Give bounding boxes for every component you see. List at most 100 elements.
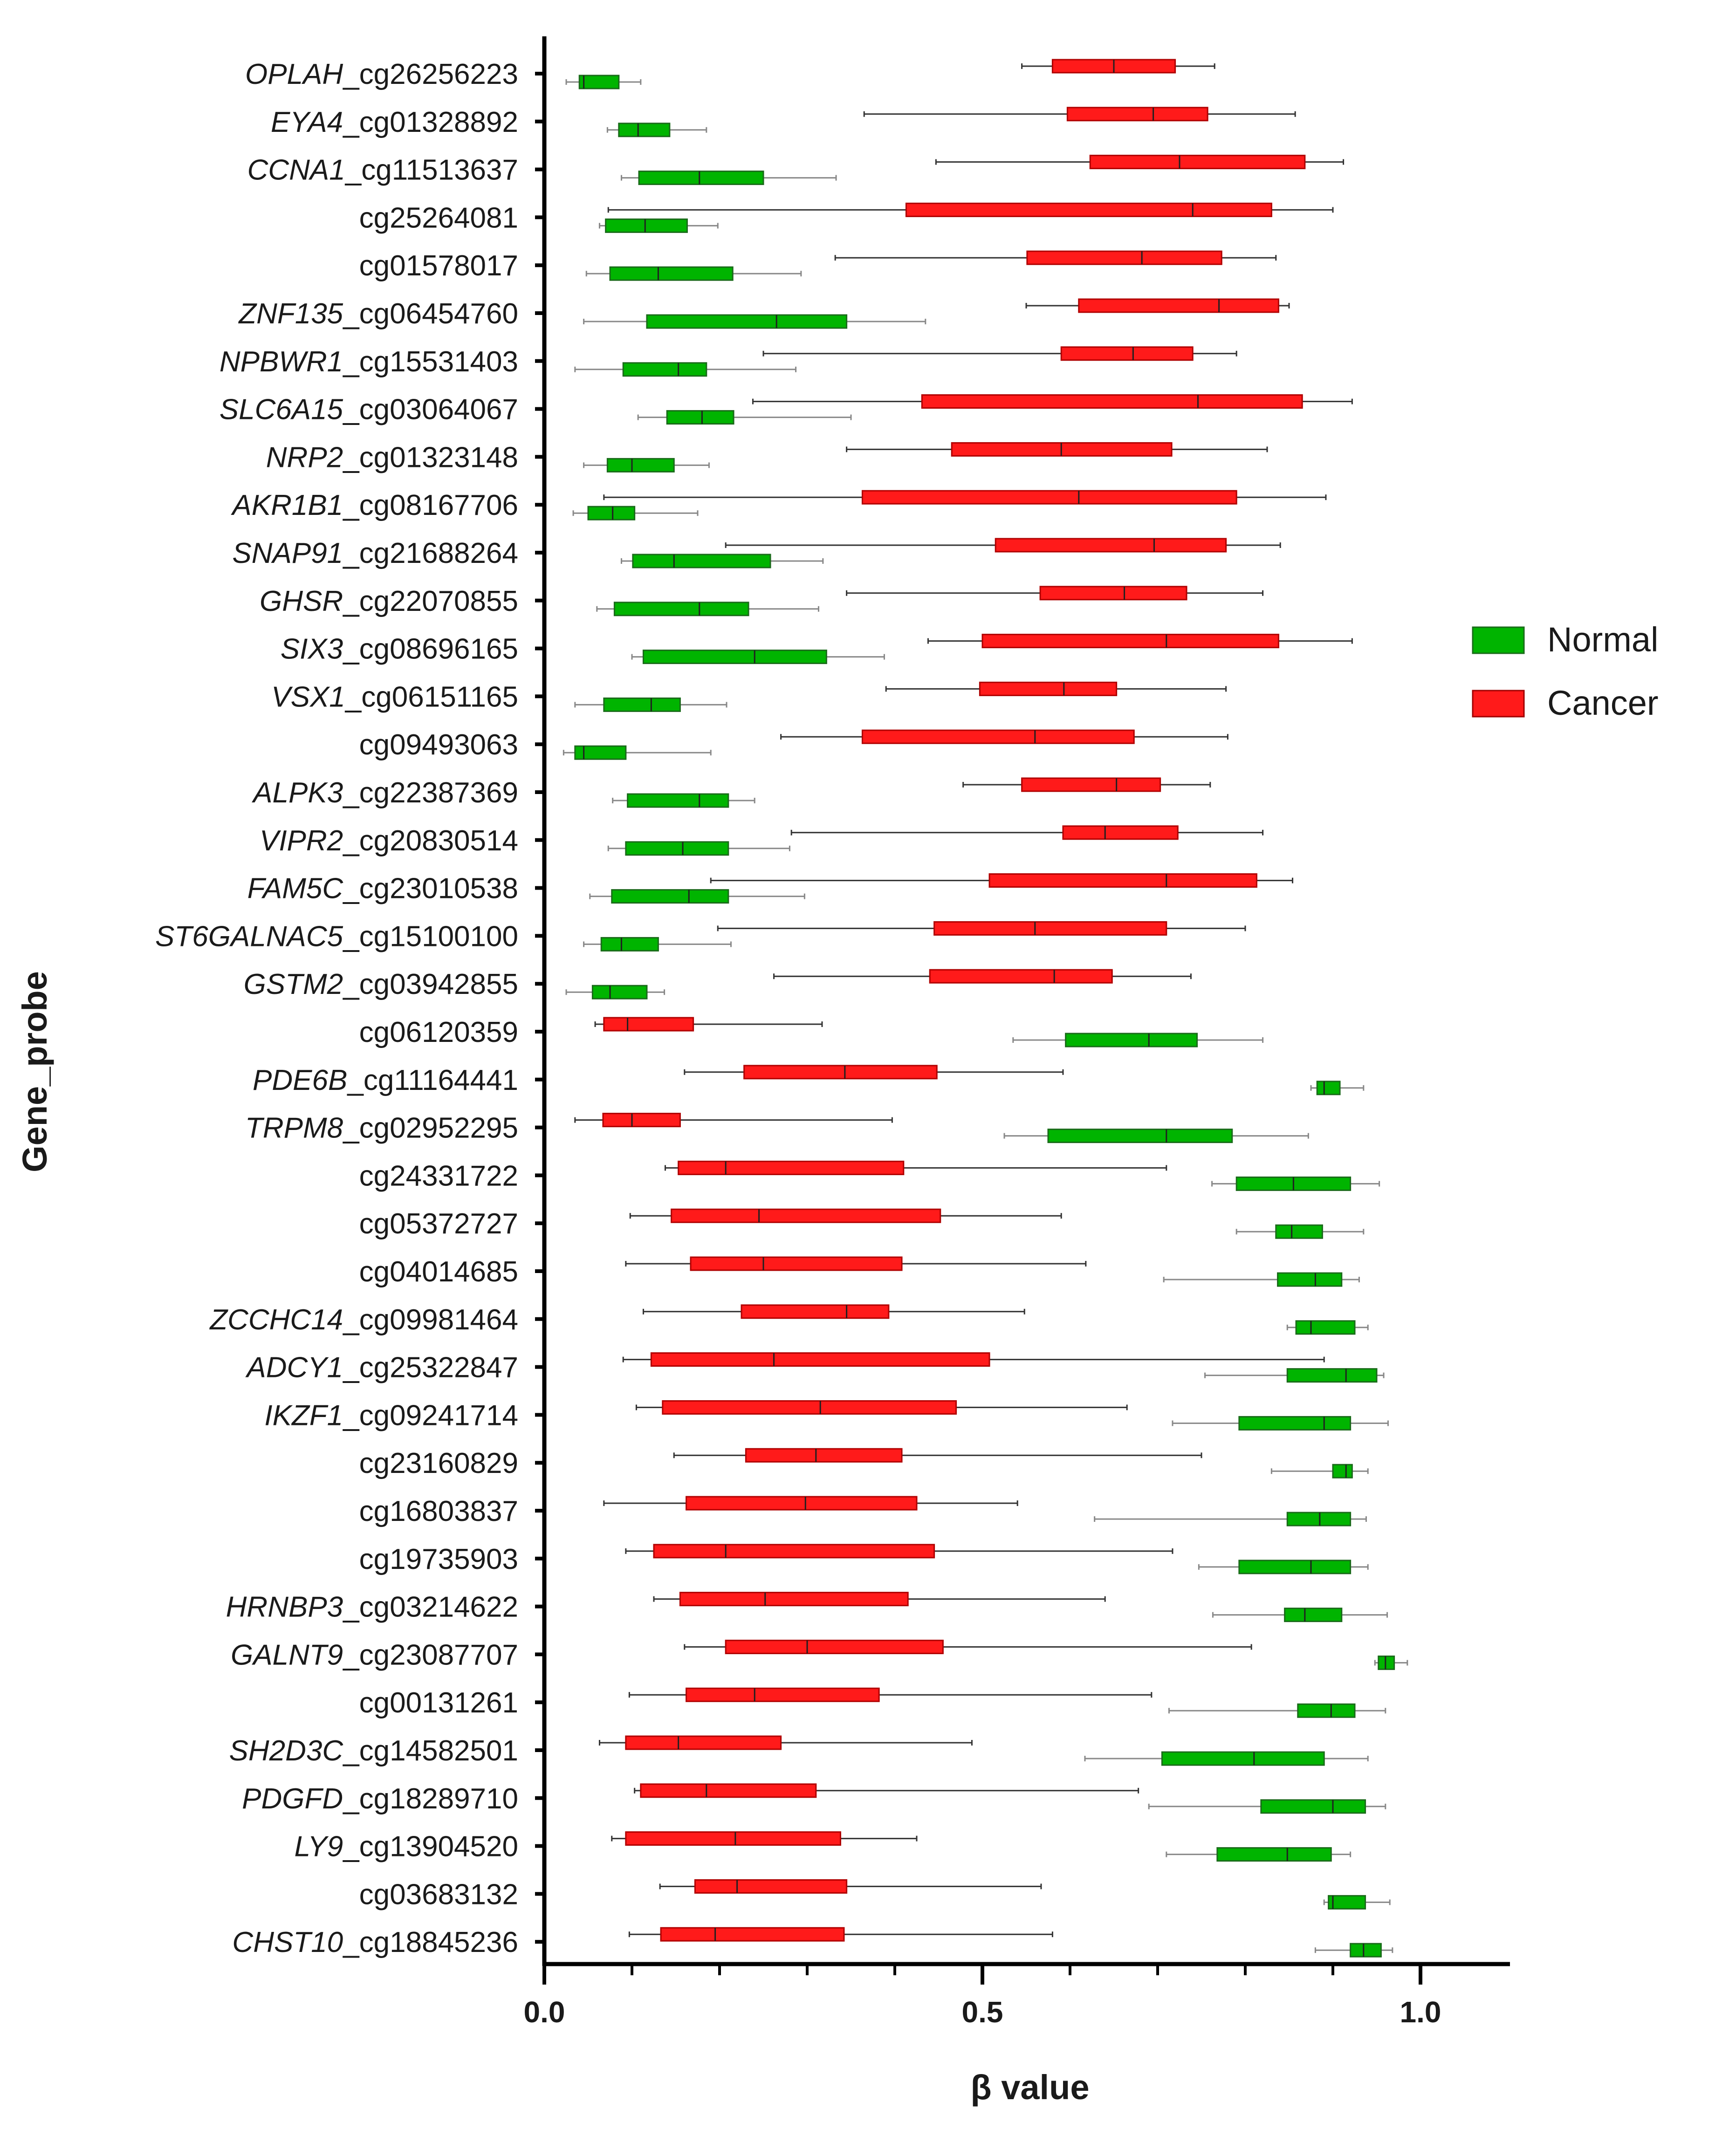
probe-id: cg16803837 bbox=[359, 1495, 518, 1527]
cancer-iqr-box bbox=[640, 1783, 817, 1798]
gene-name: SNAP91 bbox=[232, 537, 343, 569]
y-tick-label: GHSR_cg22070855 bbox=[260, 585, 518, 617]
normal-iqr-box bbox=[1065, 1033, 1198, 1048]
probe-id: cg09493063 bbox=[359, 729, 518, 761]
probe-id: _cg26256223 bbox=[343, 58, 518, 90]
normal-iqr-box bbox=[646, 314, 848, 329]
normal-iqr-box bbox=[1350, 1943, 1382, 1958]
cancer-iqr-box bbox=[671, 1208, 941, 1223]
cancer-box-33 bbox=[684, 1639, 1252, 1654]
normal-box-13 bbox=[574, 697, 727, 712]
plot-area bbox=[563, 59, 1408, 1958]
gene-name: LY9 bbox=[295, 1831, 343, 1863]
cancer-box-4 bbox=[834, 250, 1277, 265]
y-tick-label: HRNBP3_cg03214622 bbox=[226, 1591, 518, 1623]
cancer-iqr-box bbox=[625, 1735, 782, 1750]
y-tick-label: CHST10_cg18845236 bbox=[232, 1926, 518, 1958]
probe-id: _cg03214622 bbox=[343, 1591, 518, 1623]
cancer-box-9 bbox=[603, 490, 1327, 505]
normal-iqr-box bbox=[1275, 1224, 1323, 1239]
probe-id: _cg11513637 bbox=[345, 154, 518, 186]
normal-iqr-box bbox=[1238, 1416, 1352, 1431]
y-tick-label: VIPR2_cg20830514 bbox=[260, 825, 518, 857]
y-tick-label: ADCY1_cg25322847 bbox=[245, 1352, 518, 1384]
normal-box-25 bbox=[1163, 1272, 1360, 1287]
y-tick-label: IKZF1_cg09241714 bbox=[264, 1399, 518, 1431]
gene-name: PDE6B bbox=[253, 1064, 347, 1096]
normal-iqr-box bbox=[632, 554, 771, 568]
probe-id: _cg01328892 bbox=[343, 106, 518, 138]
y-tick-label: cg24331722 bbox=[359, 1160, 518, 1192]
gene-name: HRNBP3 bbox=[226, 1591, 343, 1623]
cancer-box-11 bbox=[846, 586, 1264, 601]
cancer-iqr-box bbox=[603, 1017, 694, 1032]
normal-box-5 bbox=[583, 314, 926, 329]
y-tick-label: cg09493063 bbox=[359, 729, 518, 761]
normal-box-39 bbox=[1314, 1943, 1393, 1958]
cancer-iqr-box bbox=[929, 969, 1113, 984]
normal-box-7 bbox=[637, 410, 852, 425]
normal-iqr-box bbox=[1047, 1129, 1233, 1143]
cancer-box-31 bbox=[625, 1544, 1173, 1559]
gene-name: NPBWR1 bbox=[220, 346, 343, 378]
normal-box-9 bbox=[572, 506, 699, 520]
cancer-iqr-box bbox=[1078, 298, 1279, 313]
gene-name: SLC6A15 bbox=[220, 394, 343, 426]
cancer-box-27 bbox=[622, 1352, 1325, 1367]
probe-id: _cg22387369 bbox=[343, 777, 518, 809]
y-tick-label: SNAP91_cg21688264 bbox=[232, 537, 518, 569]
axes: Gene_probe β value OPLAH_cg26256223EYA4_… bbox=[15, 36, 1510, 2107]
probe-id: cg23160829 bbox=[359, 1447, 518, 1479]
probe-id: cg05372727 bbox=[359, 1208, 518, 1240]
cancer-iqr-box bbox=[979, 681, 1118, 696]
normal-box-16 bbox=[607, 841, 790, 856]
cancer-iqr-box bbox=[995, 538, 1227, 553]
normal-box-32 bbox=[1212, 1608, 1388, 1623]
cancer-box-39 bbox=[628, 1927, 1053, 1942]
y-tick-label: cg25264081 bbox=[359, 202, 518, 234]
y-tick-label: AKR1B1_cg08167706 bbox=[230, 489, 518, 521]
cancer-box-18 bbox=[717, 921, 1246, 936]
cancer-box-19 bbox=[773, 969, 1192, 984]
cancer-iqr-box bbox=[602, 1113, 681, 1128]
cancer-iqr-box bbox=[625, 1831, 841, 1846]
legend-swatch-cancer bbox=[1472, 690, 1525, 718]
probe-id: cg00131261 bbox=[359, 1687, 518, 1719]
normal-box-37 bbox=[1166, 1847, 1352, 1862]
x-tick-label: 1.0 bbox=[1400, 1995, 1441, 2029]
cancer-iqr-box bbox=[678, 1160, 905, 1175]
normal-box-21 bbox=[1310, 1081, 1365, 1095]
cancer-box-38 bbox=[659, 1879, 1042, 1894]
normal-box-11 bbox=[596, 602, 819, 616]
y-tick-label: FAM5C_cg23010538 bbox=[247, 873, 518, 905]
probe-id: _cg06151165 bbox=[345, 681, 518, 713]
cancer-iqr-box bbox=[1021, 777, 1161, 792]
normal-iqr-box bbox=[1161, 1751, 1325, 1766]
y-tick-label: LY9_cg13904520 bbox=[295, 1831, 518, 1863]
probe-id: _cg23010538 bbox=[343, 873, 518, 905]
gene-name: CHST10 bbox=[232, 1926, 343, 1958]
normal-box-28 bbox=[1172, 1416, 1389, 1431]
normal-box-36 bbox=[1148, 1799, 1386, 1814]
cancer-box-2 bbox=[935, 155, 1345, 170]
y-tick-label: GSTM2_cg03942855 bbox=[244, 968, 518, 1000]
cancer-iqr-box bbox=[921, 394, 1303, 409]
normal-iqr-box bbox=[625, 841, 729, 856]
cancer-iqr-box bbox=[653, 1544, 935, 1559]
gene-name: EYA4 bbox=[271, 106, 343, 138]
probe-id: _cg15100100 bbox=[343, 920, 518, 952]
probe-id: cg01578017 bbox=[359, 250, 518, 282]
normal-box-19 bbox=[565, 985, 666, 1000]
normal-box-33 bbox=[1374, 1655, 1408, 1670]
gene-name: ADCY1 bbox=[245, 1352, 343, 1384]
cancer-iqr-box bbox=[694, 1879, 848, 1894]
normal-box-30 bbox=[1094, 1512, 1367, 1527]
y-tick-label: cg06120359 bbox=[359, 1016, 518, 1048]
cancer-iqr-box bbox=[725, 1639, 944, 1654]
normal-iqr-box bbox=[618, 123, 671, 137]
cancer-box-25 bbox=[625, 1256, 1087, 1271]
y-tick-label: NPBWR1_cg15531403 bbox=[220, 346, 518, 378]
y-tick-label: PDE6B_cg11164441 bbox=[253, 1064, 518, 1096]
normal-iqr-box bbox=[666, 410, 734, 425]
